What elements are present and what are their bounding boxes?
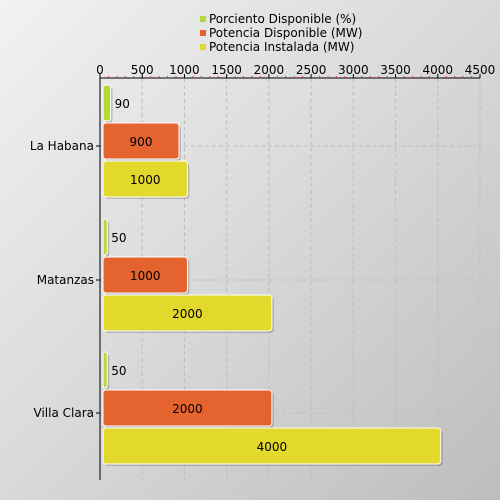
data-label: 4000	[257, 440, 288, 454]
x-tick-label: 3500	[380, 63, 411, 77]
x-tick-label: 4500	[465, 63, 496, 77]
legend-label: Porciento Disponible (%)	[209, 12, 356, 26]
data-label: 50	[111, 231, 126, 245]
category-label: La Habana	[30, 139, 94, 153]
legend-label: Potencia Disponible (MW)	[209, 26, 362, 40]
data-label: 90	[115, 97, 130, 111]
bar	[102, 427, 442, 465]
x-tick-label: 4000	[423, 63, 454, 77]
data-label: 900	[130, 135, 153, 149]
x-tick-label: 1500	[211, 63, 242, 77]
x-tick-label: 2000	[254, 63, 285, 77]
category-label: Villa Clara	[34, 406, 94, 420]
data-label: 1000	[130, 173, 161, 187]
bar	[102, 294, 273, 332]
x-tick-label: 500	[131, 63, 154, 77]
x-tick-label: 0	[96, 63, 104, 77]
data-label: 2000	[172, 307, 203, 321]
data-label: 1000	[130, 269, 161, 283]
data-labels: 90 900 1000 50 1000 2000 50 2000 4000	[111, 97, 287, 454]
x-tick-label: 1000	[169, 63, 200, 77]
bar	[102, 218, 108, 256]
bar	[102, 351, 108, 389]
bar	[102, 256, 188, 294]
legend-swatch	[200, 16, 206, 22]
legend-swatch	[200, 30, 206, 36]
bars	[102, 84, 443, 466]
x-tick-label: 3000	[338, 63, 369, 77]
bar	[102, 389, 273, 427]
category-label: Matanzas	[37, 273, 94, 287]
legend-swatch	[200, 44, 206, 50]
legend: Porciento Disponible (%)Potencia Disponi…	[200, 12, 362, 54]
data-label: 50	[111, 364, 126, 378]
x-axis-ticks: 0 500 1000 1500 2000 2500 3000 3500 4000 4500	[96, 63, 495, 78]
x-tick-label: 2500	[296, 63, 327, 77]
bar	[102, 160, 188, 198]
category-labels: La Habana Matanzas Villa Clara	[30, 139, 100, 420]
bar	[102, 122, 180, 160]
bar	[102, 84, 112, 122]
legend-label: Potencia Instalada (MW)	[209, 40, 354, 54]
data-label: 2000	[172, 402, 203, 416]
